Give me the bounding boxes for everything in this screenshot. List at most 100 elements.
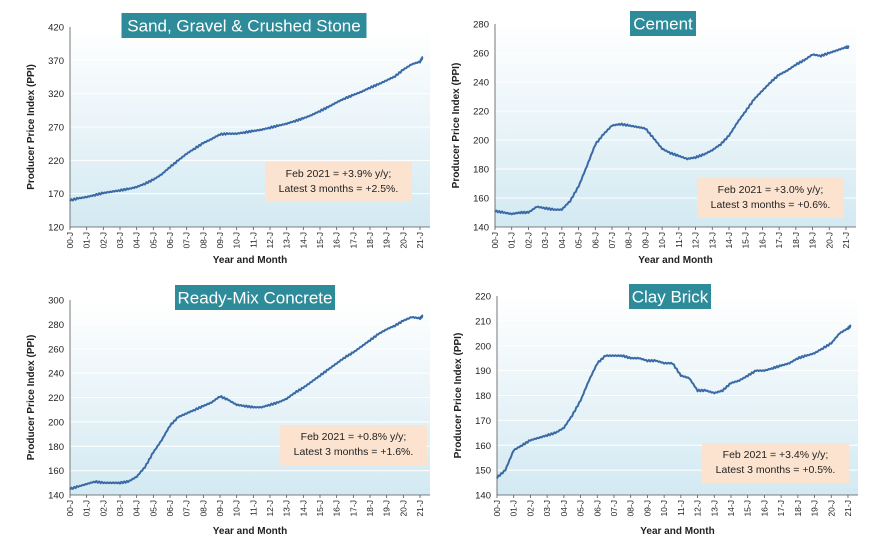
- x-tick-label: 07-J: [609, 500, 619, 517]
- x-tick-label: 19-J: [382, 500, 392, 517]
- x-tick-label: 18-J: [365, 232, 375, 249]
- y-axis-title: Producer Price Index (PPI): [453, 333, 464, 459]
- series-line: [494, 45, 850, 216]
- y-tick-label: 180: [473, 165, 489, 176]
- series-line: [496, 324, 852, 479]
- x-tick-label: 17-J: [776, 500, 786, 517]
- x-tick-label: 07-J: [182, 500, 192, 517]
- y-axis-title: Producer Price Index (PPI): [26, 335, 37, 461]
- series-line: [69, 314, 424, 491]
- x-tick-label: 06-J: [165, 232, 175, 249]
- y-axis-title: Producer Price Index (PPI): [26, 64, 37, 190]
- y-tick-label: 300: [48, 296, 64, 307]
- x-tick-label: 02-J: [523, 232, 533, 249]
- x-tick-label: 17-J: [774, 232, 784, 249]
- chart-title: Cement: [633, 15, 693, 34]
- x-tick-label: 12-J: [691, 232, 701, 249]
- chart-cement: 140 160 180 200 220 240 260 280 00-J 01-J 02-J 03-J…: [451, 11, 856, 266]
- x-tick-label: 14-J: [298, 500, 308, 517]
- x-tick-label: 13-J: [707, 232, 717, 249]
- x-tick-label: 20-J: [824, 232, 834, 249]
- y-tick-label: 120: [48, 223, 64, 234]
- x-tick-label: 04-J: [557, 232, 567, 249]
- x-tick-label: 00-J: [492, 500, 502, 517]
- x-tick-label: 02-J: [525, 500, 535, 517]
- x-tick-label: 07-J: [607, 232, 617, 249]
- x-tick-label: 19-J: [810, 500, 820, 517]
- x-tick-label: 05-J: [148, 232, 158, 249]
- x-tick-label: 04-J: [559, 500, 569, 517]
- x-tick-label: 19-J: [808, 232, 818, 249]
- x-tick-label: 06-J: [590, 232, 600, 249]
- y-tick-label: 180: [48, 442, 64, 453]
- y-tick-label: 140: [475, 491, 491, 502]
- x-tick-label: 15-J: [315, 500, 325, 517]
- x-tick-label: 19-J: [382, 232, 392, 249]
- x-tick-label: 10-J: [657, 232, 667, 249]
- chart-title: Sand, Gravel & Crushed Stone: [127, 17, 360, 36]
- y-tick-label: 200: [473, 136, 489, 147]
- x-tick-label: 00-J: [490, 232, 500, 249]
- x-tick-label: 15-J: [743, 500, 753, 517]
- x-tick-label: 21-J: [843, 500, 853, 517]
- annotation-line: Feb 2021 = +3.9% y/y;: [286, 168, 392, 180]
- x-tick-label: 01-J: [509, 500, 519, 517]
- x-tick-label: 07-J: [182, 232, 192, 249]
- chart-clay-brick: 140 150 160 170 180 190 200 210 220 00-J 01-J 02-J 0…: [453, 284, 858, 537]
- y-tick-label: 220: [475, 292, 491, 303]
- chart-sand-gravel-crushed-stone: 120 170 220 270 320 370 420 00-J 01-J 02-J 03-J 04-…: [26, 13, 430, 266]
- x-tick-label: 00-J: [65, 500, 75, 517]
- y-tick-label: 280: [48, 320, 64, 331]
- x-tick-label: 01-J: [82, 500, 92, 517]
- chart-group: 140 150 160 170 180 190 200 210 220 00-J 01-J 02-J 0…: [453, 284, 858, 537]
- x-tick-label: 08-J: [198, 232, 208, 249]
- chart-ready-mix-concrete: 140 160 180 200 220 240 260 280 300 00-J 01-J 02-J 0…: [26, 285, 430, 537]
- x-tick-label: 10-J: [232, 232, 242, 249]
- x-tick-label: 15-J: [315, 232, 325, 249]
- x-tick-label: 09-J: [640, 232, 650, 249]
- chart-group: 140 160 180 200 220 240 260 280 00-J 01-J 02-J 03-J…: [451, 11, 856, 266]
- x-tick-label: 05-J: [148, 500, 158, 517]
- y-tick-label: 240: [473, 78, 489, 89]
- chart-title: Ready-Mix Concrete: [178, 289, 333, 308]
- annotation-line: Feb 2021 = +0.8% y/y;: [301, 431, 407, 443]
- x-tick-label: 12-J: [693, 500, 703, 517]
- x-axis-title: Year and Month: [213, 526, 287, 537]
- x-tick-label: 02-J: [98, 500, 108, 517]
- y-tick-label: 160: [48, 466, 64, 477]
- x-tick-label: 14-J: [298, 232, 308, 249]
- x-tick-label: 10-J: [659, 500, 669, 517]
- x-axis-title: Year and Month: [213, 255, 287, 266]
- x-tick-label: 18-J: [793, 500, 803, 517]
- y-tick-label: 200: [48, 417, 64, 428]
- x-tick-label: 08-J: [626, 500, 636, 517]
- x-tick-label: 13-J: [282, 500, 292, 517]
- x-tick-label: 09-J: [215, 500, 225, 517]
- annotation-box: [697, 178, 844, 218]
- x-tick-label: 08-J: [198, 500, 208, 517]
- y-tick-label: 420: [48, 23, 64, 34]
- x-tick-label: 21-J: [841, 232, 851, 249]
- x-tick-label: 09-J: [642, 500, 652, 517]
- x-tick-label: 13-J: [709, 500, 719, 517]
- y-tick-label: 220: [48, 156, 64, 167]
- x-tick-label: 13-J: [282, 232, 292, 249]
- x-tick-label: 15-J: [741, 232, 751, 249]
- x-tick-label: 03-J: [540, 232, 550, 249]
- chart-group: 140 160 180 200 220 240 260 280 300 00-J 01-J 02-J 0…: [26, 285, 430, 537]
- y-tick-label: 220: [48, 393, 64, 404]
- title-banner: [629, 284, 711, 309]
- x-tick-label: 02-J: [98, 232, 108, 249]
- x-tick-label: 17-J: [348, 500, 358, 517]
- x-tick-label: 11-J: [248, 500, 258, 516]
- x-tick-label: 06-J: [592, 500, 602, 517]
- x-tick-label: 03-J: [115, 232, 125, 249]
- y-tick-label: 170: [475, 416, 491, 427]
- x-axis-title: Year and Month: [638, 255, 712, 266]
- x-tick-label: 17-J: [348, 232, 358, 249]
- x-tick-label: 12-J: [265, 500, 275, 517]
- y-tick-label: 280: [473, 20, 489, 31]
- chart-group: 120 170 220 270 320 370 420 00-J 01-J 02-J 03-J 04-…: [26, 13, 430, 266]
- y-tick-label: 210: [475, 316, 491, 327]
- y-tick-label: 160: [475, 441, 491, 452]
